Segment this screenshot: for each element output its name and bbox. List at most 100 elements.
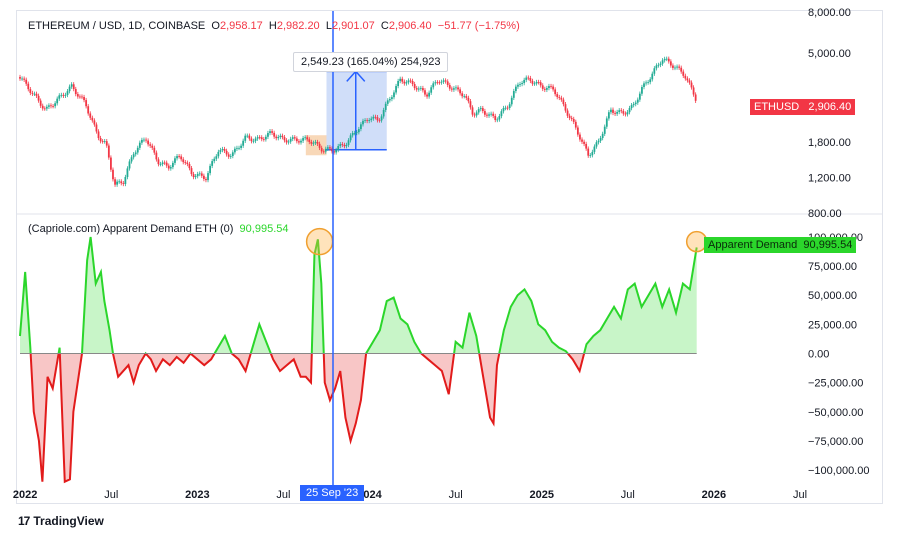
price-candle-body [192, 174, 195, 178]
x-tick-label: 2025 [529, 489, 553, 501]
price-candle-body [118, 181, 121, 183]
price-candle-body [308, 139, 311, 142]
ohlc-header: ETHEREUM / USD, 1D, COINBASE O2,958.17 H… [28, 20, 520, 32]
price-candle-body [45, 106, 48, 109]
price-candle-body [508, 104, 511, 108]
price-candle-body [136, 147, 139, 153]
price-candle-body [510, 97, 513, 105]
x-tick-label: 2022 [13, 489, 37, 501]
price-candle-body [21, 78, 23, 80]
price-candle-body [535, 81, 538, 84]
price-candle-body [467, 97, 470, 102]
price-candle-body [198, 173, 201, 175]
price-candle-body [221, 149, 224, 151]
price-candle-body [492, 113, 495, 116]
price-candle-body [242, 140, 245, 146]
price-candle-body [459, 89, 462, 94]
price-candle-body [293, 137, 296, 139]
price-candle-body [570, 117, 573, 119]
price-candle-body [543, 88, 546, 90]
price-candle-body [579, 134, 581, 140]
price-candle-body [453, 88, 455, 90]
price-candle-body [694, 94, 697, 101]
low-label: L [325, 20, 332, 32]
close-label: C [380, 20, 389, 32]
price-candle-body [320, 147, 323, 152]
price-candle-body [601, 133, 604, 139]
price-candle-body [200, 173, 203, 176]
price-candle-body [105, 141, 108, 146]
price-candle-body [41, 105, 44, 109]
price-candle-body [626, 112, 629, 115]
price-tick-label: 8,000.00 [808, 7, 851, 19]
price-candle-body [376, 117, 379, 121]
price-candle-body [188, 164, 191, 169]
price-candle-body [112, 169, 114, 180]
price-candle-body [494, 115, 497, 120]
x-tick-label: 2026 [702, 489, 726, 501]
chart-frame[interactable] [16, 10, 883, 504]
crosshair-date-tag: 25 Sep '23 [300, 485, 365, 501]
price-candle-body [211, 161, 214, 166]
demand-positive-line [19, 236, 698, 354]
price-candle-body [669, 61, 672, 66]
price-candle-body [56, 98, 59, 104]
price-candle-body [692, 87, 695, 95]
price-candle-body [512, 91, 515, 98]
price-candle-body [260, 137, 263, 140]
price-candle-body [54, 103, 57, 107]
price-candle-body [498, 116, 501, 120]
price-candle-body [517, 84, 519, 87]
price-candle-body [267, 133, 269, 137]
price-candle-body [25, 79, 28, 84]
price-candle-body [386, 100, 389, 104]
price-candle-body [316, 141, 319, 144]
price-candle-body [213, 158, 216, 162]
price-candle-body [74, 89, 77, 95]
price-candle-body [110, 157, 112, 170]
price-candle-body [283, 137, 286, 141]
price-candle-body [636, 99, 639, 103]
indicator-title: (Capriole.com) Apparent Demand ETH (0) [28, 223, 234, 235]
demand-tick-label: −75,000.00 [808, 436, 863, 448]
price-candle-body [628, 108, 631, 113]
demand-tick-label: −100,000.00 [808, 465, 869, 477]
price-candle-body [116, 181, 119, 185]
price-candle-body [275, 136, 278, 139]
demand-positive-fill [20, 236, 697, 354]
price-candle-body [345, 144, 348, 147]
price-candle-body [326, 147, 329, 149]
price-candle-body [252, 140, 255, 142]
price-candle-body [176, 156, 178, 159]
price-candle-body [676, 66, 678, 68]
x-tick-label: Jul [276, 489, 290, 501]
price-candle-body [366, 120, 369, 122]
price-candle-body [149, 144, 152, 146]
price-candle-body [572, 118, 575, 122]
price-candle-body [388, 99, 391, 101]
close-value: 2,906.40 [388, 20, 432, 32]
price-candle-body [384, 103, 387, 110]
price-candle-body [531, 80, 534, 84]
price-candle-body [382, 109, 385, 117]
price-candle-body [114, 179, 116, 185]
change-value: −51.77 (−1.75%) [437, 20, 520, 32]
price-candle-body [440, 81, 443, 83]
price-candle-body [690, 82, 693, 88]
price-candle-body [161, 162, 164, 165]
high-label: H [268, 20, 277, 32]
price-candle-body [312, 142, 315, 144]
x-tick-label: Jul [621, 489, 635, 501]
price-candle-body [548, 86, 550, 89]
price-candle-body [122, 183, 125, 184]
price-candle-body [273, 132, 276, 137]
price-candle-body [558, 97, 561, 98]
price-candle-body [178, 156, 180, 157]
price-candle-body [93, 120, 96, 125]
price-candle-body [463, 96, 466, 97]
price-candle-body [29, 89, 32, 93]
price-candle-body [672, 65, 674, 68]
price-candle-body [58, 95, 61, 99]
price-candle-body [674, 67, 676, 69]
